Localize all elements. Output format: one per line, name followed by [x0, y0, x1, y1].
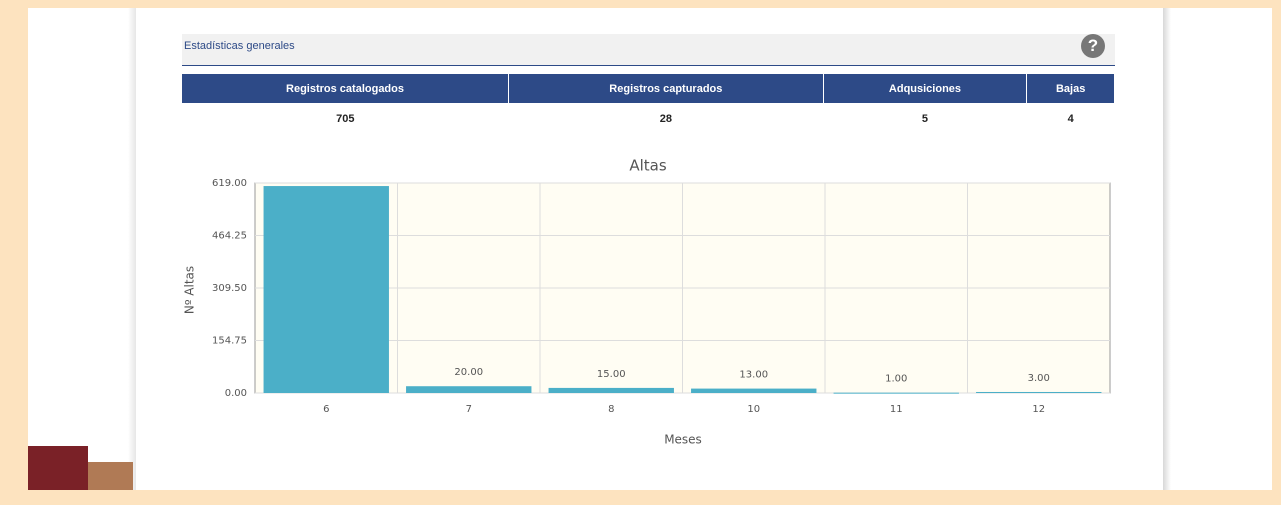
x-axis-label: Meses — [664, 433, 702, 447]
bar — [976, 392, 1101, 393]
x-tick-label: 8 — [608, 404, 614, 415]
bar — [406, 386, 531, 393]
x-tick-label: 11 — [890, 404, 903, 415]
value-label: 3.00 — [1028, 373, 1050, 384]
background-decoration — [28, 446, 88, 490]
x-tick-label: 7 — [466, 404, 472, 415]
y-tick-label: 309.50 — [212, 283, 247, 294]
y-tick-label: 0.00 — [225, 388, 247, 399]
y-axis-label: Nº Altas — [183, 266, 197, 314]
chart: Altas Meses Nº Altas 0.00 154.75 309.50 464… — [0, 0, 1281, 505]
bar — [549, 388, 674, 393]
y-tick-label: 619.00 — [212, 178, 247, 189]
page: Estadísticas generales ? Registros catal… — [0, 0, 1281, 505]
value-label: 1.00 — [885, 374, 907, 385]
x-tick-label: 10 — [747, 404, 760, 415]
x-tick-label: 12 — [1032, 404, 1045, 415]
value-label: 13.00 — [739, 370, 768, 381]
value-label: 20.00 — [454, 367, 483, 378]
value-label: 15.00 — [597, 369, 626, 380]
bar — [834, 393, 959, 394]
bar — [264, 186, 389, 393]
background-decoration — [88, 462, 133, 490]
bar — [691, 389, 816, 393]
y-tick-label: 154.75 — [212, 336, 247, 347]
chart-title: Altas — [629, 157, 667, 175]
x-tick-label: 6 — [323, 404, 329, 415]
y-tick-label: 464.25 — [212, 231, 247, 242]
